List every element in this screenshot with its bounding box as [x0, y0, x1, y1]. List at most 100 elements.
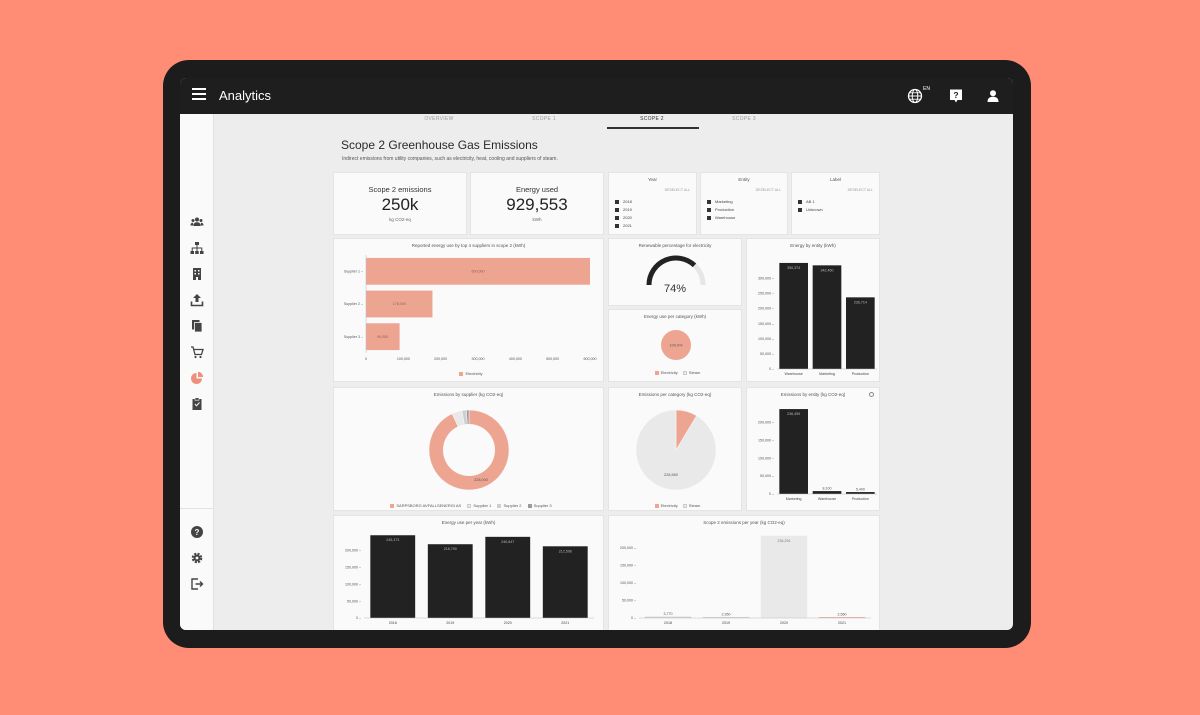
checkbox-icon[interactable]: [707, 207, 711, 212]
users-icon[interactable]: [190, 215, 204, 229]
bar: [485, 536, 531, 618]
bar: [779, 262, 808, 369]
checkbox-icon[interactable]: [798, 199, 802, 204]
legend-swatch: [527, 503, 532, 508]
help-icon[interactable]: ?: [948, 88, 964, 104]
y-tick-label: 200,000 –: [620, 546, 636, 550]
bar-value-label: 178,000: [393, 302, 406, 306]
filter-title: Entity: [738, 177, 750, 182]
tab-scope-3[interactable]: SCOPE 3: [732, 116, 756, 122]
chart-card-renewable: Renewable percentage for electricity 74%: [608, 238, 742, 306]
chart-title: Emissions by supplier (kg CO2-eq): [433, 392, 504, 397]
bar: [812, 491, 842, 494]
chart-title: Emissions by entity (kg CO2-eq): [780, 392, 846, 397]
deselect-all-button[interactable]: DESELECT ALL: [664, 188, 690, 192]
x-tick-label: 2020: [504, 621, 512, 625]
chart-title: Energy use per category (kWh): [643, 314, 707, 319]
x-tick-label: Warehouse: [785, 372, 803, 376]
x-tick-label: Marketing: [786, 497, 802, 501]
checkbox-icon[interactable]: [707, 215, 711, 220]
bar-value-label: 5,400: [856, 488, 865, 492]
suppliers-bar-chart: 600,000 Supplier 1 – 178,000 Supplier 2 – 90…: [344, 255, 597, 361]
legend-swatch: [654, 503, 659, 508]
bar-value-label: 245,373: [386, 538, 399, 542]
kpi-unit: kWh: [532, 217, 542, 222]
settings-gear-icon[interactable]: [190, 551, 204, 565]
tablet-frame: Analytics EN ? OVERVIEW SCOPE 1 SCOPE 2: [163, 60, 1031, 648]
slice-value-label: 228,569: [664, 473, 678, 477]
deselect-all-button[interactable]: DESELECT ALL: [847, 188, 873, 192]
checkbox-icon[interactable]: [707, 199, 711, 204]
y-tick-label: 150,000 –: [620, 564, 636, 568]
filter-option[interactable]: Unknown: [798, 207, 823, 212]
filter-option[interactable]: Marketing: [707, 199, 733, 204]
y-tick-label: 100,000 –: [758, 456, 774, 460]
hierarchy-icon[interactable]: [190, 241, 204, 255]
energy-category-pie: 100.0%: [661, 330, 691, 360]
filter-option[interactable]: 2021: [615, 223, 632, 228]
hamburger-menu-icon[interactable]: [192, 88, 206, 104]
checkbox-icon[interactable]: [615, 215, 619, 220]
bar: [702, 616, 750, 618]
filter-option[interactable]: Production: [707, 207, 734, 212]
bar: [644, 616, 692, 618]
x-tick-label: 100,000: [397, 357, 410, 361]
tab-overview[interactable]: OVERVIEW: [424, 116, 454, 122]
emissions-supplier-donut: 228,000: [428, 409, 510, 491]
slice-value-label: 228,000: [474, 478, 488, 482]
info-icon[interactable]: [869, 392, 874, 397]
logout-icon[interactable]: [190, 577, 204, 591]
tab-scope-1[interactable]: SCOPE 1: [532, 116, 556, 122]
bar-value-label: 236,714: [854, 300, 867, 304]
y-tick-label: 200,000 –: [758, 420, 774, 424]
filter-option[interactable]: 2020: [615, 215, 632, 220]
x-tick-label: 400,000: [509, 357, 522, 361]
checkbox-icon[interactable]: [615, 223, 619, 228]
filter-option[interactable]: AB 1: [798, 199, 815, 204]
filter-title: Label: [829, 177, 841, 182]
y-tick-label: 150,000 –: [758, 322, 774, 326]
bar-value-label: 3,770: [664, 612, 673, 616]
checkbox-icon[interactable]: [615, 199, 619, 204]
pie-chart-icon[interactable]: [190, 371, 204, 385]
building-icon[interactable]: [190, 267, 204, 281]
filter-option[interactable]: 2019: [615, 207, 632, 212]
user-icon[interactable]: [985, 88, 1001, 104]
chart-legend: Electricity: [334, 371, 603, 376]
x-tick-label: Production: [852, 497, 869, 501]
legend-swatch: [467, 503, 472, 508]
report-icon[interactable]: [190, 397, 204, 411]
bar-value-label: 600,000: [472, 270, 485, 274]
active-tab-indicator: [607, 127, 699, 129]
filter-option[interactable]: 2018: [615, 199, 632, 204]
globe-icon[interactable]: [907, 88, 923, 104]
x-tick-label: Production: [852, 372, 869, 376]
upload-icon[interactable]: [190, 293, 204, 307]
app-screen: Analytics EN ? OVERVIEW SCOPE 1 SCOPE 2: [180, 78, 1013, 630]
chart-title: Energy use per year (kWh): [441, 520, 496, 525]
legend-swatch: [459, 371, 464, 376]
chart-card-emissions-entity: Emissions by entity (kg CO2-eq) 0 – 50,00…: [746, 387, 880, 511]
bar-value-label: 342,460: [821, 268, 834, 272]
chart-card-energy-year: Energy use per year (kWh) 0 – 50,000 – 100…: [333, 515, 604, 630]
help-circle-icon[interactable]: ?: [190, 525, 204, 539]
emissions-category-pie: 228,569: [635, 409, 717, 491]
filter-option[interactable]: Warehouse: [707, 215, 735, 220]
bar-value-label: 234,291: [778, 539, 791, 543]
checkbox-icon[interactable]: [615, 207, 619, 212]
y-tick-label: 100,000 –: [620, 581, 636, 585]
bar-value-label: 2,560: [838, 613, 847, 617]
x-tick-label: Marketing: [819, 372, 835, 376]
cart-icon[interactable]: [190, 345, 204, 359]
tab-scope-2[interactable]: SCOPE 2: [640, 116, 664, 122]
legend-swatch: [682, 503, 687, 508]
bar-value-label: 90,000: [377, 335, 388, 339]
deselect-all-button[interactable]: DESELECT ALL: [755, 188, 781, 192]
bar-value-label: 240,647: [501, 540, 514, 544]
y-tick-label: 100,000 –: [345, 582, 361, 586]
legend-swatch: [682, 370, 687, 375]
documents-icon[interactable]: [190, 319, 204, 333]
x-tick-label: 600,000: [584, 357, 597, 361]
checkbox-icon[interactable]: [798, 207, 802, 212]
page-subtitle: Indirect emissions from utility companie…: [342, 156, 558, 162]
